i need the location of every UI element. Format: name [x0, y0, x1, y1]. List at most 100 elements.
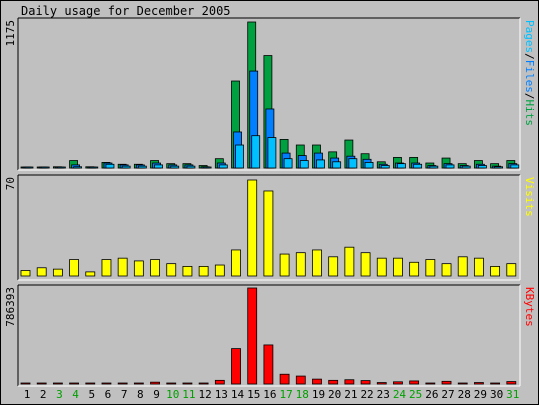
x-tick-label-day-16: 16 [263, 388, 276, 401]
x-tick-label-day-2: 2 [40, 388, 47, 401]
visits-bar-day-26 [425, 259, 436, 277]
kbytes-bar-day-19 [312, 378, 322, 385]
pages-bar-day-11 [186, 165, 196, 169]
pages-bar-day-10 [170, 165, 180, 169]
visits-bar-day-11 [182, 265, 193, 277]
kbytes-panel-ymax-label: 786393 [4, 287, 17, 327]
x-tick-label-day-4: 4 [72, 388, 79, 401]
legend-sep-1: / [523, 53, 536, 60]
pages-bar-day-3 [56, 166, 66, 169]
visits-bar-day-8 [133, 260, 144, 277]
kbytes-bar-day-5 [85, 382, 96, 385]
visits-bar-day-21 [344, 246, 355, 277]
visits-bar-day-3 [52, 268, 63, 277]
x-tick-label-day-12: 12 [199, 388, 212, 401]
pages-bar-day-9 [154, 164, 163, 169]
visits-panel-legend: Visits [523, 177, 536, 217]
kbytes-bar-day-29 [474, 382, 484, 385]
legend-sep-2: / [523, 93, 536, 100]
x-tick-label-day-8: 8 [137, 388, 144, 401]
pages-bar-day-14 [235, 144, 244, 169]
kbytes-bar-day-31 [506, 381, 517, 385]
visits-bar-day-10 [166, 263, 177, 277]
pages-bar-day-19 [316, 159, 325, 169]
visits-panel-ymax-label: 70 [4, 177, 17, 190]
kbytes-bar-day-18 [295, 375, 306, 385]
x-tick-label-day-29: 29 [474, 388, 487, 401]
pages-bar-day-5 [89, 166, 99, 169]
kbytes-bar-day-4 [69, 382, 79, 385]
x-tick-label-day-21: 21 [344, 388, 357, 401]
x-tick-label-day-9: 9 [153, 388, 160, 401]
pages-bar-day-26 [429, 165, 439, 169]
x-tick-label-day-25: 25 [409, 388, 422, 401]
pages-bar-day-23 [380, 165, 390, 169]
x-tick-label-day-20: 20 [328, 388, 341, 401]
x-tick-label-day-23: 23 [377, 388, 390, 401]
x-tick-label-day-5: 5 [88, 388, 95, 401]
visits-bar-day-4 [69, 259, 79, 277]
pages-bar-day-16 [267, 137, 277, 169]
kbytes-bar-day-17 [279, 373, 290, 385]
kbytes-bar-day-24 [393, 381, 403, 385]
pages-bar-day-31 [510, 164, 520, 169]
pages-bar-day-17 [283, 158, 293, 169]
legend-kbytes: KBytes [523, 287, 536, 327]
visits-bar-day-14 [231, 249, 241, 277]
kbytes-bar-day-6 [101, 382, 112, 385]
kbytes-bar-day-9 [150, 381, 160, 385]
visits-bar-day-27 [441, 263, 452, 277]
visits-bar-day-18 [295, 252, 306, 277]
x-tick-label-day-13: 13 [215, 388, 228, 401]
kbytes-bar-day-27 [441, 380, 452, 385]
visits-bar-day-5 [85, 271, 96, 277]
visits-bar-day-22 [360, 252, 371, 277]
visits-bar-day-7 [117, 257, 128, 277]
kbytes-bar-day-28 [457, 382, 468, 385]
kbytes-bar-day-7 [117, 382, 128, 385]
kbytes-bar-day-23 [376, 382, 387, 385]
visits-bar-day-23 [376, 257, 387, 277]
x-tick-label-day-11: 11 [182, 388, 195, 401]
kbytes-bar-day-12 [198, 382, 209, 385]
x-tick-label-day-14: 14 [231, 388, 245, 401]
visits-bar-day-31 [506, 263, 517, 277]
visits-bar-day-6 [101, 259, 112, 277]
x-tick-label-day-7: 7 [121, 388, 128, 401]
chart-title: Daily usage for December 2005 [21, 4, 231, 18]
x-tick-label-day-26: 26 [425, 388, 438, 401]
pages-bar-day-4 [73, 166, 82, 169]
pages-bar-day-25 [413, 163, 423, 169]
pages-bar-day-2 [40, 166, 50, 169]
visits-bar-day-16 [263, 190, 274, 277]
pages-bar-day-20 [332, 161, 342, 169]
kbytes-bar-day-16 [263, 344, 274, 385]
visits-bar-day-12 [198, 265, 209, 277]
visits-bar-day-15 [247, 179, 258, 277]
x-tick-label-day-1: 1 [24, 388, 31, 401]
pages-bar-day-24 [397, 163, 406, 169]
x-tick-label-day-24: 24 [393, 388, 407, 401]
pages-bar-day-30 [494, 166, 504, 169]
x-tick-label-day-10: 10 [166, 388, 179, 401]
kbytes-bar-day-3 [52, 382, 63, 385]
kbytes-bar-day-25 [409, 380, 420, 385]
x-tick-label-day-28: 28 [458, 388, 471, 401]
x-tick-label-day-19: 19 [312, 388, 325, 401]
kbytes-bar-day-20 [328, 379, 339, 385]
x-tick-label-day-22: 22 [360, 388, 373, 401]
visits-bar-day-25 [409, 261, 420, 277]
kbytes-panel-legend: KBytes [523, 287, 536, 327]
pages-bar-day-22 [364, 162, 374, 169]
kbytes-bar-day-1 [20, 382, 31, 385]
pages-bar-day-15 [251, 135, 261, 169]
kbytes-bar-day-2 [36, 382, 47, 385]
pages-bar-day-7 [121, 165, 131, 169]
x-tick-label-day-3: 3 [56, 388, 63, 401]
pages-bar-day-13 [218, 164, 228, 169]
x-tick-label-day-17: 17 [279, 388, 292, 401]
pages-bar-day-12 [202, 166, 212, 169]
kbytes-bar-day-11 [182, 382, 193, 385]
pages-bar-day-18 [299, 160, 309, 169]
